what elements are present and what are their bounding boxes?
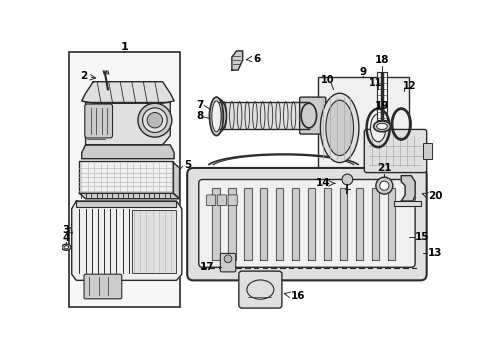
- Circle shape: [376, 177, 393, 194]
- FancyBboxPatch shape: [84, 274, 122, 299]
- FancyBboxPatch shape: [217, 195, 226, 206]
- FancyBboxPatch shape: [187, 168, 427, 280]
- Text: 18: 18: [375, 55, 389, 65]
- Circle shape: [143, 108, 167, 132]
- Polygon shape: [393, 201, 420, 206]
- Text: 2: 2: [80, 71, 88, 81]
- Polygon shape: [260, 188, 268, 260]
- Circle shape: [380, 181, 389, 190]
- Polygon shape: [340, 188, 347, 260]
- Ellipse shape: [62, 244, 71, 250]
- Ellipse shape: [210, 97, 223, 136]
- Ellipse shape: [377, 123, 388, 130]
- Bar: [217, 102, 309, 130]
- Ellipse shape: [64, 246, 69, 249]
- Polygon shape: [82, 145, 174, 159]
- Polygon shape: [232, 51, 243, 70]
- FancyBboxPatch shape: [199, 180, 415, 267]
- Text: 13: 13: [428, 248, 443, 258]
- Ellipse shape: [210, 99, 226, 132]
- Polygon shape: [82, 82, 174, 103]
- Polygon shape: [401, 176, 415, 201]
- Polygon shape: [308, 188, 316, 260]
- FancyBboxPatch shape: [220, 253, 236, 272]
- Text: 1: 1: [120, 42, 128, 52]
- Polygon shape: [244, 188, 251, 260]
- Text: 12: 12: [403, 81, 416, 91]
- Polygon shape: [209, 154, 358, 165]
- Polygon shape: [212, 188, 220, 260]
- FancyBboxPatch shape: [206, 195, 216, 206]
- Text: 20: 20: [428, 191, 443, 201]
- Circle shape: [138, 103, 172, 137]
- FancyBboxPatch shape: [228, 195, 237, 206]
- Text: 5: 5: [184, 160, 192, 170]
- Polygon shape: [72, 201, 182, 280]
- Ellipse shape: [370, 114, 386, 142]
- Bar: [79, 161, 173, 193]
- Polygon shape: [228, 188, 236, 260]
- FancyBboxPatch shape: [300, 97, 326, 134]
- Polygon shape: [276, 188, 283, 260]
- Circle shape: [224, 255, 232, 263]
- Text: 14: 14: [316, 178, 330, 188]
- Ellipse shape: [320, 93, 359, 163]
- Text: 16: 16: [291, 291, 305, 301]
- Ellipse shape: [212, 101, 221, 132]
- Text: 4: 4: [63, 233, 70, 243]
- Text: 10: 10: [321, 75, 335, 85]
- Text: 9: 9: [359, 67, 367, 77]
- Polygon shape: [86, 103, 171, 145]
- Polygon shape: [356, 188, 364, 260]
- Bar: [423, 143, 432, 159]
- Text: 21: 21: [377, 163, 392, 172]
- FancyBboxPatch shape: [85, 104, 113, 138]
- Text: 6: 6: [253, 54, 261, 64]
- Polygon shape: [292, 188, 299, 260]
- Polygon shape: [324, 188, 331, 260]
- Text: 3: 3: [63, 225, 70, 235]
- Bar: [69, 53, 180, 307]
- Ellipse shape: [301, 103, 317, 128]
- Polygon shape: [371, 188, 379, 260]
- Text: 17: 17: [200, 261, 215, 271]
- Bar: [318, 77, 409, 168]
- Text: 11: 11: [369, 78, 383, 88]
- Ellipse shape: [326, 100, 354, 156]
- Circle shape: [342, 174, 353, 185]
- Polygon shape: [79, 193, 179, 199]
- Text: 8: 8: [196, 111, 203, 121]
- Circle shape: [147, 112, 163, 128]
- FancyBboxPatch shape: [365, 130, 427, 172]
- FancyBboxPatch shape: [239, 271, 282, 308]
- Text: 7: 7: [196, 100, 203, 110]
- Bar: [132, 210, 176, 273]
- Ellipse shape: [373, 121, 391, 132]
- Text: 15: 15: [415, 232, 430, 242]
- Polygon shape: [173, 163, 179, 199]
- Text: 19: 19: [375, 101, 389, 111]
- Bar: [76, 201, 176, 207]
- Polygon shape: [388, 188, 395, 260]
- Bar: [377, 72, 387, 120]
